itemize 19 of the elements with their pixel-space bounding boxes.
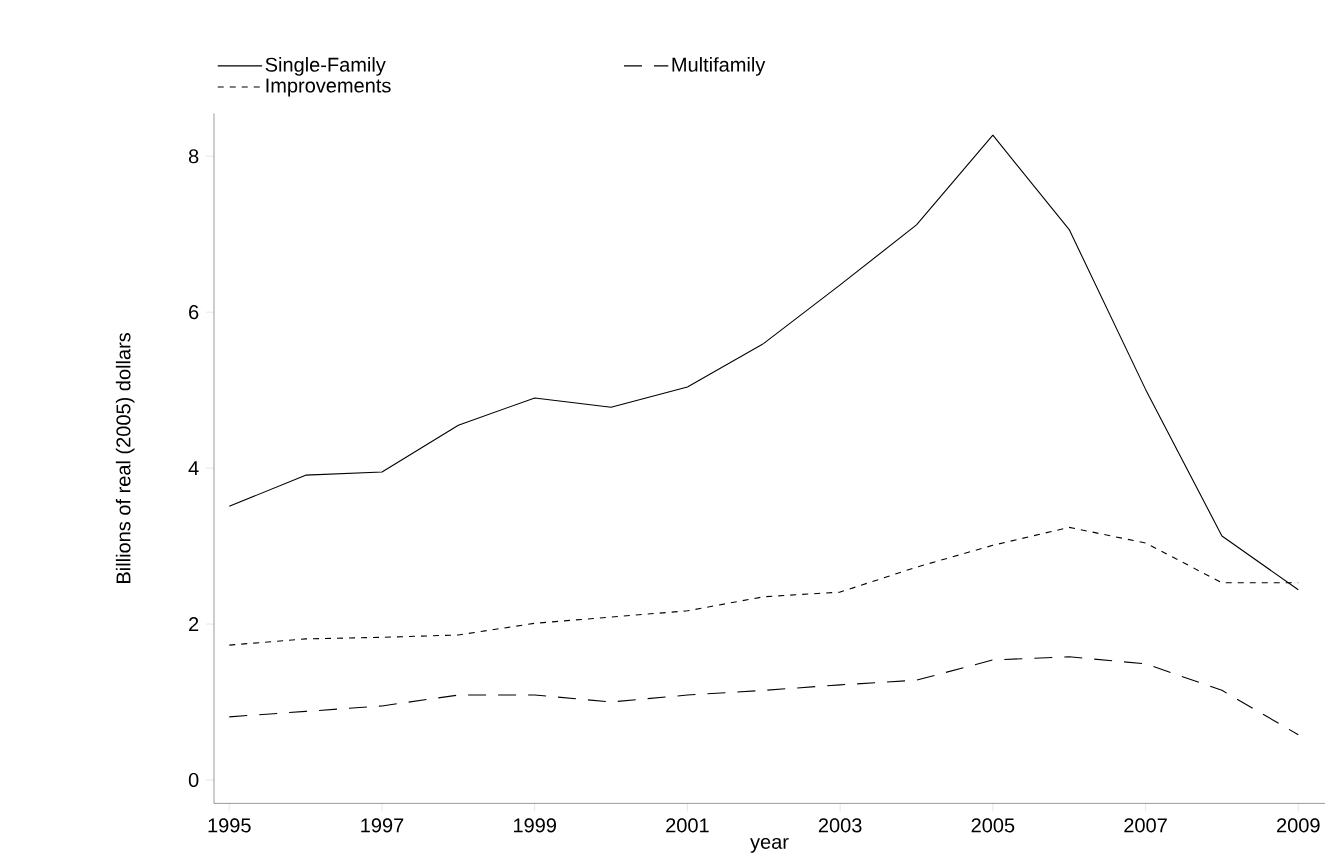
legend-label: Multifamily — [672, 57, 766, 76]
y-tick-label: 2 — [189, 617, 199, 632]
y-tick-label: 6 — [189, 305, 199, 320]
x-axis-title: year — [750, 837, 789, 853]
y-tick-label: 8 — [188, 149, 199, 164]
x-tick-label: 1997 — [361, 818, 404, 833]
legend-label: Improvements — [266, 78, 391, 97]
x-tick-label: 2003 — [818, 818, 862, 833]
x-tick-label: 2009 — [1277, 818, 1320, 833]
line-series — [228, 656, 1299, 736]
y-tick-label: 4 — [188, 461, 199, 476]
legend-label: Single-Family — [265, 57, 386, 76]
x-tick-label: 2005 — [971, 818, 1015, 833]
x-tick-label: 2001 — [666, 818, 709, 833]
y-tick-label: 0 — [188, 772, 199, 788]
y-axis-title: Billions of real (2005) dollars — [115, 333, 135, 583]
x-tick-label: 1995 — [208, 818, 251, 833]
x-tick-label: 2007 — [1124, 818, 1167, 833]
x-tick-label: 1999 — [513, 818, 556, 833]
